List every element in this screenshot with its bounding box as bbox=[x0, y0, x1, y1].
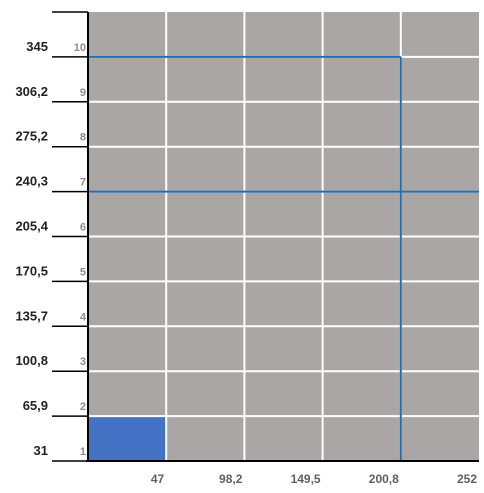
heatmap-cell-c2-r6 bbox=[166, 191, 245, 237]
y-tick-value-label: 170,5 bbox=[15, 263, 48, 278]
heatmap-cell-c5-r7 bbox=[400, 146, 479, 192]
heatmap-cell-c2-r10 bbox=[166, 12, 245, 57]
heatmap-cell-c3-r6 bbox=[244, 191, 323, 237]
x-tick-label: 98,2 bbox=[219, 472, 243, 486]
heatmap-cell-c1-r4 bbox=[88, 281, 167, 327]
heatmap-cell-c4-r4 bbox=[322, 281, 401, 327]
y-tick-value-label: 306,2 bbox=[15, 84, 48, 99]
y-tick-index-label: 10 bbox=[74, 42, 86, 54]
highlighted-cell bbox=[88, 416, 167, 461]
heatmap-cell-c3-r7 bbox=[244, 146, 323, 192]
cell-grid bbox=[88, 12, 479, 461]
y-tick-value-label: 135,7 bbox=[15, 308, 48, 323]
heatmap-cell-c4-r1 bbox=[322, 416, 401, 461]
heatmap-cell-c1-r7 bbox=[88, 146, 167, 192]
heatmap-cell-c3-r9 bbox=[244, 56, 323, 102]
y-tick-index-label: 9 bbox=[80, 87, 86, 99]
y-tick-value-label: 65,9 bbox=[23, 398, 48, 413]
y-tick-index-label: 5 bbox=[80, 266, 86, 278]
heatmap-cell-c5-r6 bbox=[400, 191, 479, 237]
heatmap-cell-c5-r8 bbox=[400, 101, 479, 147]
x-tick-label: 200,8 bbox=[369, 472, 399, 486]
heatmap-cell-c5-r3 bbox=[400, 326, 479, 372]
heatmap-cell-c1-r9 bbox=[88, 56, 167, 102]
heatmap-cell-c3-r2 bbox=[244, 371, 323, 417]
heatmap-cell-c2-r1 bbox=[166, 416, 245, 461]
x-tick-label: 252 bbox=[457, 472, 477, 486]
reference-lines bbox=[88, 55, 479, 461]
y-tick-index-label: 8 bbox=[80, 132, 86, 144]
heatmap-cell-c3-r8 bbox=[244, 101, 323, 147]
x-tick-labels: 47 98,2 149,5 200,8 252 bbox=[151, 472, 477, 486]
heatmap-cell-c4-r5 bbox=[322, 236, 401, 282]
heatmap-cell-c5-r5 bbox=[400, 236, 479, 282]
heatmap-cell-c5-r9 bbox=[400, 56, 479, 102]
heatmap-cell-c1-r5 bbox=[88, 236, 167, 282]
y-tick-index-label: 1 bbox=[80, 446, 86, 458]
heatmap-cell-c4-r3 bbox=[322, 326, 401, 372]
y-tick-value-label: 275,2 bbox=[15, 129, 48, 144]
heatmap-cell-c1-r6 bbox=[88, 191, 167, 237]
heatmap-cell-c2-r3 bbox=[166, 326, 245, 372]
y-tick-value-label: 100,8 bbox=[15, 353, 48, 368]
heatmap-cell-c1-r3 bbox=[88, 326, 167, 372]
highlight-layer bbox=[88, 416, 167, 461]
heatmap-cell-c3-r4 bbox=[244, 281, 323, 327]
heatmap-cell-c1-r8 bbox=[88, 101, 167, 147]
heatmap-cell-c5-r4 bbox=[400, 281, 479, 327]
heatmap-cell-c4-r8 bbox=[322, 101, 401, 147]
y-tick-index-label: 7 bbox=[80, 177, 86, 189]
heatmap-cell-c4-r7 bbox=[322, 146, 401, 192]
heatmap-cell-c4-r6 bbox=[322, 191, 401, 237]
heatmap-cell-c2-r4 bbox=[166, 281, 245, 327]
heatmap-cell-c2-r2 bbox=[166, 371, 245, 417]
y-tick-value-label: 240,3 bbox=[15, 174, 48, 189]
heatmap-cell-c5-r1 bbox=[400, 416, 479, 461]
heatmap-cell-c4-r2 bbox=[322, 371, 401, 417]
y-tick-index-label: 2 bbox=[80, 401, 86, 413]
heatmap-cell-c3-r5 bbox=[244, 236, 323, 282]
heatmap-cell-c2-r7 bbox=[166, 146, 245, 192]
heatmap-cell-c5-r2 bbox=[400, 371, 479, 417]
heatmap-cell-c2-r8 bbox=[166, 101, 245, 147]
y-tick-index-label: 4 bbox=[80, 311, 87, 323]
heatmap-cell-c2-r9 bbox=[166, 56, 245, 102]
x-tick-label: 47 bbox=[151, 472, 165, 486]
y-tick-index-label: 6 bbox=[80, 222, 86, 234]
heatmap-cell-c4-r10 bbox=[322, 12, 401, 57]
heatmap-cell-c5-r10 bbox=[400, 12, 479, 57]
heatmap-cell-c3-r3 bbox=[244, 326, 323, 372]
y-tick-value-label: 205,4 bbox=[15, 219, 48, 234]
y-tick-value-label: 345 bbox=[26, 39, 48, 54]
axes bbox=[52, 11, 479, 462]
heatmap-cell-c1-r10 bbox=[88, 12, 167, 57]
heatmap-cell-c3-r1 bbox=[244, 416, 323, 461]
heatmap-cell-c3-r10 bbox=[244, 12, 323, 57]
y-tick-value-label: 31 bbox=[34, 443, 48, 458]
heatmap-cell-c4-r9 bbox=[322, 56, 401, 102]
y-tick-index-label: 3 bbox=[80, 356, 86, 368]
y-tick-labels: 31 1 65,9 2 100,8 3 135,7 4 170,5 5 205,4 6 240,3 7 27… bbox=[15, 39, 86, 458]
heatmap-cell-c1-r2 bbox=[88, 371, 167, 417]
x-tick-label: 149,5 bbox=[291, 472, 321, 486]
heatmap-cell-c2-r5 bbox=[166, 236, 245, 282]
